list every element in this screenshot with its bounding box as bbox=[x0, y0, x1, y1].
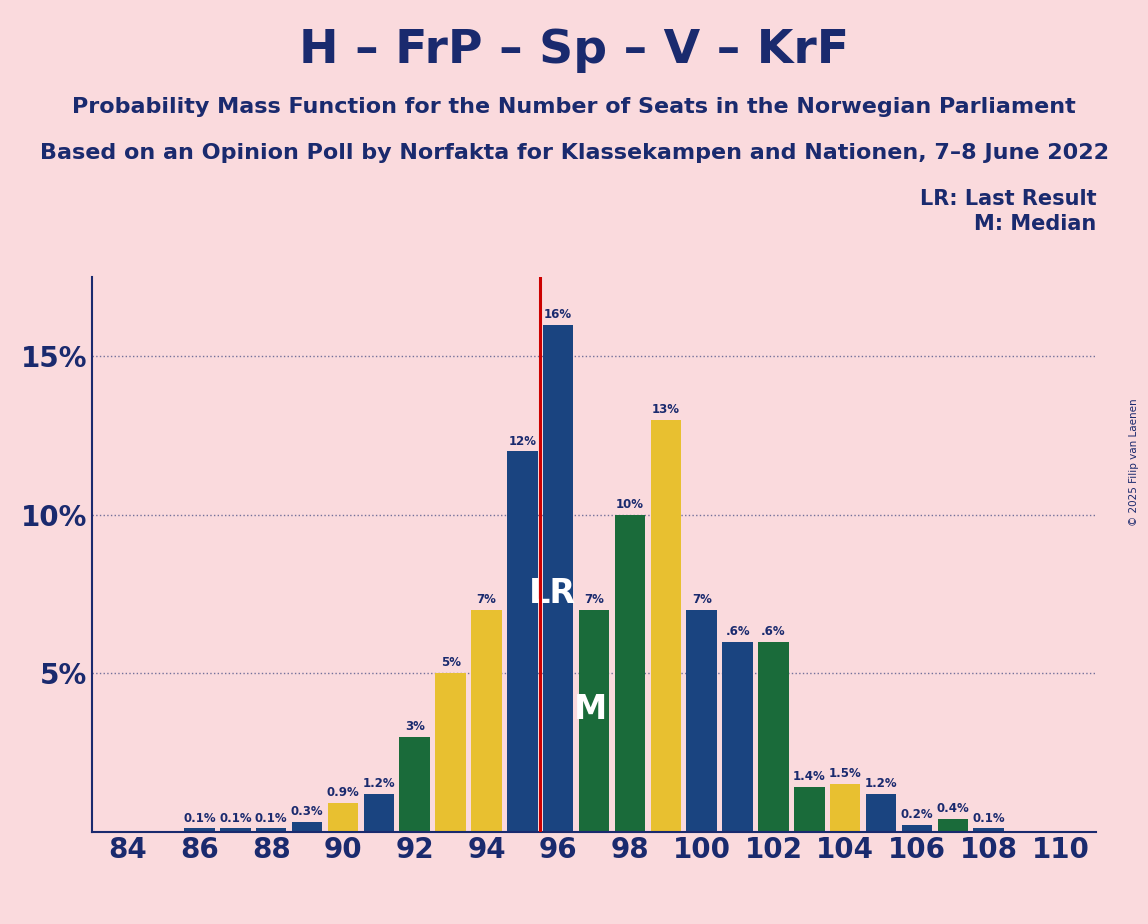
Text: M: Median: M: Median bbox=[975, 214, 1096, 235]
Text: 7%: 7% bbox=[692, 593, 712, 606]
Text: 0.1%: 0.1% bbox=[255, 811, 287, 824]
Text: 0.9%: 0.9% bbox=[326, 786, 359, 799]
Bar bbox=[220, 829, 250, 832]
Text: © 2025 Filip van Laenen: © 2025 Filip van Laenen bbox=[1128, 398, 1139, 526]
Text: 1.2%: 1.2% bbox=[363, 777, 395, 790]
Bar bbox=[256, 829, 287, 832]
Bar bbox=[184, 829, 215, 832]
Text: 1.4%: 1.4% bbox=[793, 771, 825, 784]
Bar bbox=[758, 641, 789, 832]
Bar bbox=[543, 324, 574, 832]
Text: 1.2%: 1.2% bbox=[864, 777, 898, 790]
Bar bbox=[901, 825, 932, 832]
Text: 5%: 5% bbox=[441, 656, 460, 669]
Bar bbox=[866, 794, 897, 832]
Text: H – FrP – Sp – V – KrF: H – FrP – Sp – V – KrF bbox=[298, 28, 850, 73]
Text: LR: Last Result: LR: Last Result bbox=[920, 189, 1096, 210]
Text: .6%: .6% bbox=[761, 625, 785, 638]
Text: M: M bbox=[574, 693, 607, 726]
Bar bbox=[974, 829, 1004, 832]
Text: 13%: 13% bbox=[652, 403, 680, 416]
Bar bbox=[435, 674, 466, 832]
Bar bbox=[292, 822, 323, 832]
Text: 10%: 10% bbox=[616, 498, 644, 511]
Text: 0.1%: 0.1% bbox=[184, 811, 216, 824]
Bar bbox=[938, 819, 968, 832]
Bar bbox=[471, 610, 502, 832]
Text: LR: LR bbox=[529, 577, 576, 610]
Bar bbox=[794, 787, 824, 832]
Text: 12%: 12% bbox=[509, 434, 536, 447]
Bar bbox=[579, 610, 610, 832]
Bar bbox=[507, 452, 537, 832]
Bar bbox=[614, 515, 645, 832]
Text: Probability Mass Function for the Number of Seats in the Norwegian Parliament: Probability Mass Function for the Number… bbox=[72, 97, 1076, 117]
Text: 0.4%: 0.4% bbox=[937, 802, 969, 815]
Text: 7%: 7% bbox=[584, 593, 604, 606]
Bar bbox=[651, 419, 681, 832]
Bar bbox=[722, 641, 753, 832]
Text: 0.2%: 0.2% bbox=[901, 808, 933, 821]
Text: 0.1%: 0.1% bbox=[972, 811, 1004, 824]
Bar bbox=[830, 784, 861, 832]
Bar bbox=[327, 803, 358, 832]
Bar bbox=[400, 736, 430, 832]
Bar bbox=[687, 610, 718, 832]
Bar bbox=[364, 794, 394, 832]
Text: 3%: 3% bbox=[405, 720, 425, 733]
Text: .6%: .6% bbox=[726, 625, 750, 638]
Text: 7%: 7% bbox=[476, 593, 496, 606]
Text: 0.1%: 0.1% bbox=[219, 811, 251, 824]
Text: 1.5%: 1.5% bbox=[829, 767, 862, 780]
Text: Based on an Opinion Poll by Norfakta for Klassekampen and Nationen, 7–8 June 202: Based on an Opinion Poll by Norfakta for… bbox=[39, 143, 1109, 164]
Text: 16%: 16% bbox=[544, 308, 572, 321]
Text: 0.3%: 0.3% bbox=[290, 806, 324, 819]
